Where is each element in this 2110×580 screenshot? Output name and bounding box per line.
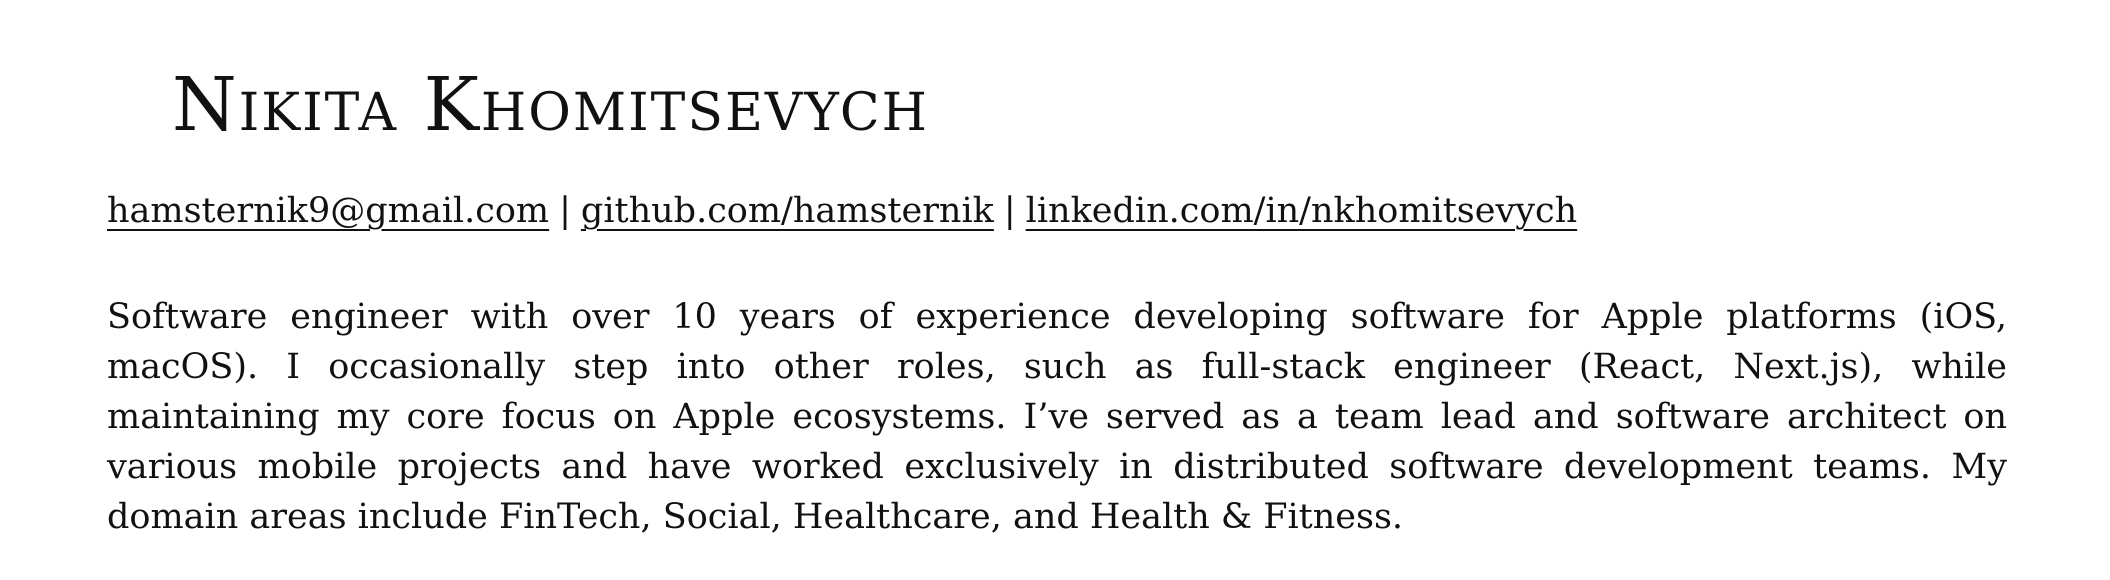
linkedin-link[interactable]: linkedin.com/in/nkhomitsevych <box>1025 191 1578 231</box>
email-link[interactable]: hamsternik9@gmail.com <box>107 191 550 231</box>
github-link[interactable]: github.com/hamsternik <box>580 191 994 231</box>
resume-name: Nikita Khomitsevych <box>172 62 930 148</box>
contact-separator: | <box>1003 191 1016 231</box>
contact-separator: | <box>559 191 571 231</box>
summary-paragraph: Software engineer with over 10 years of … <box>107 297 2007 537</box>
contact-line: hamsternik9@gmail.com | github.com/hamster… <box>107 194 1577 229</box>
